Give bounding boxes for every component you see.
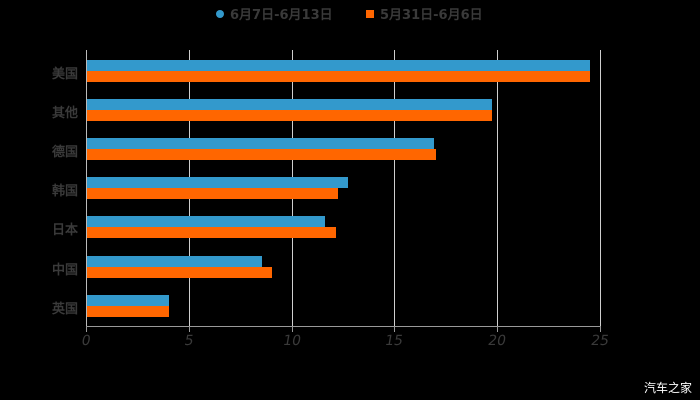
legend-square-icon — [366, 9, 374, 18]
bar-previous-week[interactable] — [87, 110, 492, 122]
x-tick-label: 0 — [80, 333, 92, 349]
legend-label: 5月31日-6月6日 — [380, 8, 483, 23]
bar-current-week[interactable] — [87, 177, 348, 189]
x-tick-label: 15 — [383, 333, 405, 349]
x-tick-label: 10 — [281, 333, 303, 349]
x-tick-label: 20 — [486, 333, 508, 349]
bar-previous-week[interactable] — [87, 188, 338, 200]
category-label: 中国 — [51, 262, 78, 278]
category-label: 德国 — [51, 145, 78, 161]
watermark: 汽车之家 — [643, 381, 692, 395]
x-tick — [497, 326, 498, 332]
bar-current-week[interactable] — [87, 99, 492, 111]
category-label: 美国 — [51, 67, 78, 82]
bar-current-week[interactable] — [87, 255, 262, 267]
x-tick-label: 5 — [183, 333, 195, 349]
x-tick — [292, 326, 293, 332]
legend-item-series-1[interactable]: 6月7日-6月13日 — [216, 4, 333, 23]
gridline — [600, 50, 601, 326]
bar-previous-week[interactable] — [87, 227, 336, 239]
gridline — [394, 50, 395, 326]
category-label: 日本 — [51, 223, 78, 239]
gridline — [497, 50, 498, 326]
chart-legend: 6月7日-6月13日 5月31日-6月6日 — [0, 4, 700, 24]
bar-previous-week[interactable] — [87, 266, 272, 278]
x-tick — [86, 326, 87, 332]
y-axis — [86, 50, 87, 326]
legend-item-series-2[interactable]: 5月31日-6月6日 — [366, 4, 483, 23]
bar-previous-week[interactable] — [87, 149, 437, 161]
bar-current-week[interactable] — [87, 138, 435, 150]
bar-current-week[interactable] — [87, 216, 326, 228]
category-label: 其他 — [51, 106, 78, 122]
x-tick — [394, 326, 395, 332]
bar-current-week[interactable] — [87, 294, 170, 306]
legend-label: 6月7日-6月13日 — [230, 8, 333, 23]
bar-previous-week[interactable] — [87, 305, 170, 317]
bar-previous-week[interactable] — [87, 71, 591, 82]
x-tick — [189, 326, 190, 332]
legend-circle-icon — [216, 9, 224, 18]
category-label: 英国 — [51, 301, 78, 317]
category-label: 韩国 — [51, 184, 78, 200]
x-tick — [600, 326, 601, 332]
x-axis — [86, 326, 601, 327]
x-tick-label: 25 — [589, 333, 611, 349]
bar-current-week[interactable] — [87, 60, 591, 71]
